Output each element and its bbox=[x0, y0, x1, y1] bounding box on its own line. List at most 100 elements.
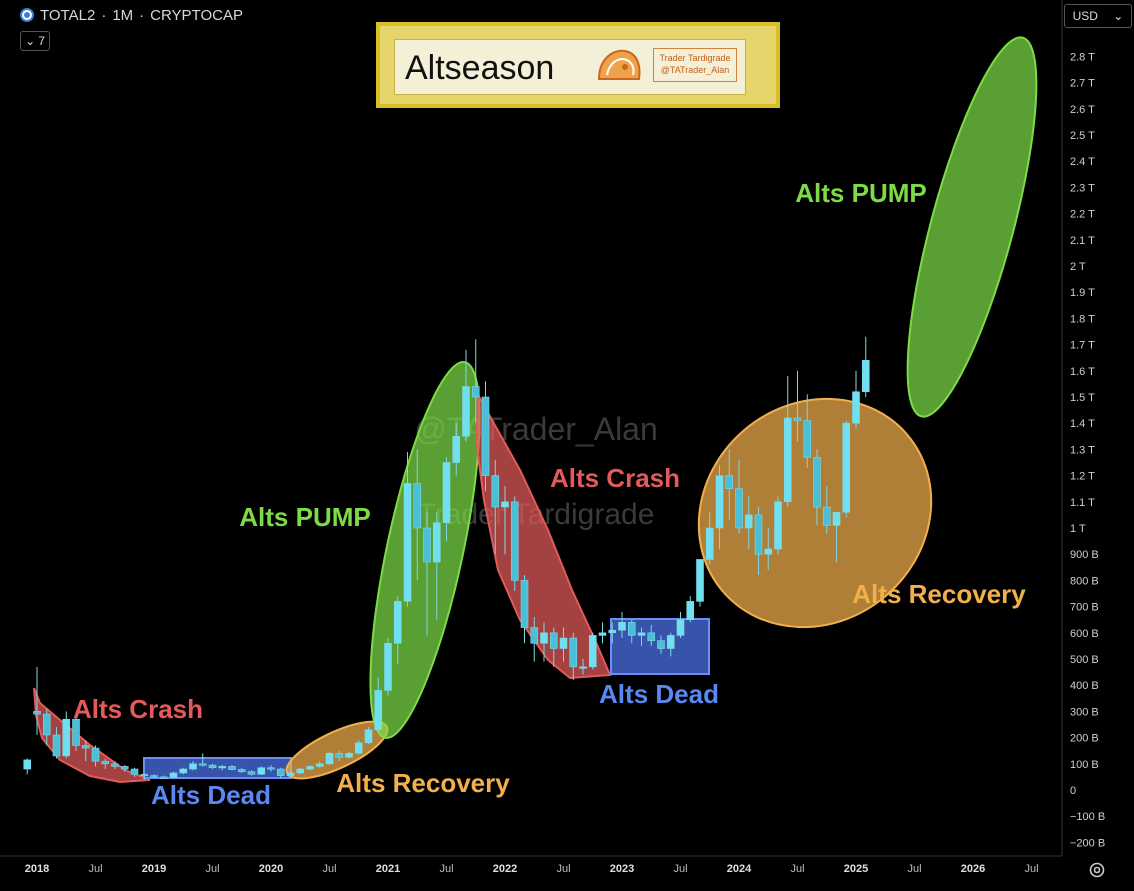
candle bbox=[559, 627, 568, 662]
candle bbox=[627, 619, 636, 644]
symbol-header[interactable]: TOTAL2 · 1M · CRYPTOCAP bbox=[20, 5, 243, 25]
candle-body bbox=[257, 767, 266, 775]
candle bbox=[774, 496, 782, 555]
time-tick-label: Jul bbox=[88, 863, 102, 875]
candle bbox=[588, 632, 597, 670]
candle-body bbox=[754, 514, 763, 555]
price-tick-label: 1.6 T bbox=[1070, 366, 1095, 378]
candle bbox=[413, 449, 422, 581]
price-tick-label: 2 T bbox=[1070, 261, 1086, 273]
candle bbox=[335, 750, 344, 762]
annotation-label: Alts Recovery bbox=[852, 579, 1026, 609]
candle-body bbox=[501, 501, 509, 508]
candle-body bbox=[91, 747, 100, 762]
price-tick-label: 900 B bbox=[1070, 549, 1099, 561]
indicators-collapse-button[interactable]: ⌄ 7 bbox=[20, 31, 50, 51]
candle bbox=[686, 596, 695, 623]
price-tick-label: 1.4 T bbox=[1070, 418, 1095, 430]
candle bbox=[179, 767, 188, 775]
candle-body bbox=[130, 768, 139, 775]
annotation-label: Alts Dead bbox=[599, 679, 719, 709]
candle bbox=[33, 666, 41, 735]
candle bbox=[432, 512, 441, 620]
candle-body bbox=[374, 690, 383, 731]
price-tick-label: 700 B bbox=[1070, 602, 1099, 614]
candle bbox=[442, 457, 451, 542]
candle-body bbox=[491, 475, 500, 508]
annotation-label: Alts PUMP bbox=[239, 502, 370, 532]
candle-body bbox=[189, 763, 197, 770]
candle bbox=[111, 761, 119, 770]
candle bbox=[325, 752, 334, 766]
candle-body bbox=[852, 391, 860, 424]
candle-body bbox=[696, 559, 704, 602]
candle bbox=[169, 771, 178, 779]
currency-label: USD bbox=[1072, 9, 1098, 23]
candle-body bbox=[569, 637, 578, 668]
currency-select[interactable]: USD ⌄ bbox=[1064, 4, 1132, 28]
price-tick-label: 1.8 T bbox=[1070, 313, 1095, 325]
time-tick-label: 2026 bbox=[961, 863, 985, 875]
candle-body bbox=[637, 632, 646, 636]
time-tick-label: Jul bbox=[673, 863, 687, 875]
banner-title: Altseason bbox=[405, 49, 555, 87]
candle bbox=[618, 611, 626, 639]
price-tick-label: 2.1 T bbox=[1070, 235, 1095, 247]
exchange-label: CRYPTOCAP bbox=[150, 6, 243, 24]
candle-body bbox=[540, 632, 548, 644]
separator: · bbox=[101, 6, 107, 24]
candle bbox=[569, 632, 578, 680]
candle-body bbox=[686, 601, 695, 620]
candle bbox=[696, 559, 704, 607]
candle-body bbox=[676, 619, 685, 636]
candle bbox=[286, 771, 295, 777]
time-tick-label: Jul bbox=[907, 863, 921, 875]
candle bbox=[42, 708, 51, 746]
candle-body bbox=[832, 511, 841, 526]
candle-body bbox=[150, 775, 158, 778]
candle-body bbox=[588, 635, 597, 668]
candle bbox=[130, 767, 139, 777]
indicator-count: 7 bbox=[38, 34, 45, 48]
annotation-shapes bbox=[33, 36, 1038, 784]
candle bbox=[842, 420, 851, 518]
annotation-ellipse bbox=[697, 397, 933, 629]
candle-body bbox=[774, 501, 782, 550]
time-tick-label: 2023 bbox=[610, 863, 634, 875]
time-tick-label: Jul bbox=[322, 863, 336, 875]
candle-body bbox=[715, 475, 724, 529]
price-tick-label: 200 B bbox=[1070, 733, 1099, 745]
price-tick-label: 2.3 T bbox=[1070, 182, 1095, 194]
candle-body bbox=[364, 729, 373, 744]
candle-body bbox=[354, 742, 363, 754]
time-tick-label: 2021 bbox=[376, 863, 400, 875]
candle bbox=[72, 716, 80, 751]
candle-body bbox=[861, 360, 870, 393]
candle-body bbox=[296, 768, 305, 774]
candle bbox=[530, 617, 539, 662]
candle bbox=[296, 767, 305, 775]
candle-body bbox=[62, 718, 71, 757]
price-tick-label: 800 B bbox=[1070, 575, 1099, 587]
candle-body bbox=[159, 776, 168, 779]
candle-body bbox=[618, 622, 626, 631]
candle-body bbox=[471, 386, 480, 398]
candle bbox=[452, 423, 461, 476]
time-tick-label: Jul bbox=[1024, 863, 1038, 875]
candle-body bbox=[520, 580, 529, 628]
candle-body bbox=[725, 475, 734, 490]
candle bbox=[725, 449, 734, 521]
candle-body bbox=[140, 773, 149, 777]
time-tick-label: Jul bbox=[790, 863, 804, 875]
candle-body bbox=[179, 768, 188, 774]
chevron-down-icon: ⌄ bbox=[25, 34, 36, 48]
candle-body bbox=[23, 759, 32, 770]
candle bbox=[520, 575, 529, 644]
candle bbox=[462, 349, 470, 442]
gear-icon[interactable] bbox=[1087, 860, 1107, 880]
price-axis: 2.8 T 2.7 T 2.6 T 2.5 T 2.4 T 2.3 T 2.2 T 2.1 T… bbox=[1070, 51, 1105, 849]
time-tick-label: Jul bbox=[556, 863, 570, 875]
candle-body bbox=[627, 622, 636, 636]
candle bbox=[676, 611, 685, 639]
